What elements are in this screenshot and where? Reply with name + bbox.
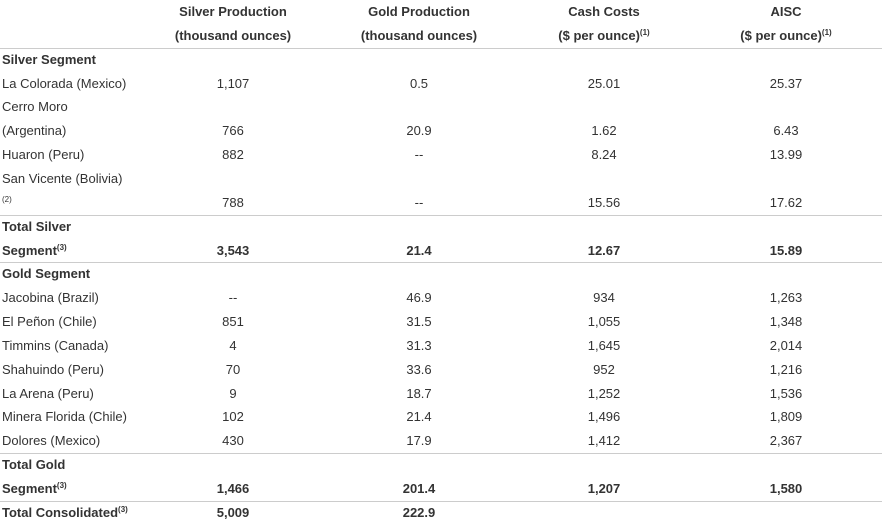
row-divider	[0, 500, 882, 502]
cell-value: 33.6	[406, 361, 432, 377]
cell-value: 1,466	[216, 481, 250, 496]
cell-value: 1,207	[587, 481, 621, 496]
row-divider	[0, 453, 882, 455]
row-divider	[0, 47, 882, 49]
footnote-ref: (1)	[821, 27, 832, 37]
row-label: (2)	[2, 195, 12, 211]
cell-value: 31.3	[406, 337, 432, 353]
cell-value: 1,412	[587, 433, 621, 449]
cell-value: 201.4	[402, 481, 436, 496]
cell-value: 20.9	[406, 123, 432, 139]
cell-value: 1,348	[769, 314, 803, 330]
cell-value: 0.5	[409, 75, 429, 91]
cell-value: 18.7	[406, 385, 432, 401]
column-header: AISC	[770, 4, 802, 19]
cell-value: 2,014	[769, 337, 803, 353]
footnote-ref: (1)	[639, 27, 650, 37]
cell-value: 46.9	[406, 290, 432, 306]
row-label: Segment(3)	[2, 481, 67, 497]
cell-value: 1,055	[587, 314, 621, 330]
column-header-unit: ($ per ounce)(1)	[558, 28, 649, 44]
label-text: Segment	[2, 242, 57, 258]
column-header-unit: ($ per ounce)(1)	[740, 28, 831, 44]
cell-value: 25.01	[587, 75, 621, 91]
cell-value: 8.24	[591, 147, 617, 163]
column-header: Cash Costs	[568, 4, 640, 19]
row-label: Minera Florida (Chile)	[2, 409, 127, 425]
cell-value: 2,367	[769, 433, 803, 449]
cell-value: 5,009	[216, 504, 250, 520]
row-label: Shahuindo (Peru)	[2, 361, 104, 377]
label-text: Segment	[2, 481, 57, 496]
cell-value: 1,809	[769, 409, 803, 425]
cell-value: 766	[222, 123, 244, 139]
cell-value: 1,107	[216, 75, 250, 91]
cell-value: 25.37	[769, 75, 803, 91]
cell-value: 12.67	[587, 242, 621, 258]
cell-value: 3,543	[216, 242, 250, 258]
footnote-ref: (3)	[56, 242, 67, 252]
row-label: Dolores (Mexico)	[2, 433, 101, 449]
column-header: Gold Production	[368, 4, 470, 19]
cell-value: 21.4	[406, 242, 432, 258]
cell-value: 13.99	[769, 147, 803, 163]
cell-value: 1,496	[587, 409, 621, 425]
row-label: Segment(3)	[2, 243, 67, 259]
cell-value: 1,252	[587, 385, 621, 401]
cell-value: 4	[229, 337, 237, 353]
cell-value: 1,645	[587, 337, 621, 353]
cell-value: 1.62	[591, 123, 617, 139]
cell-value: 15.89	[769, 242, 803, 258]
column-header-unit: (thousand ounces)	[360, 27, 478, 43]
label-text: Total Consolidated	[2, 504, 119, 520]
cell-value: 31.5	[406, 314, 432, 330]
row-label: Total Gold	[2, 457, 66, 473]
unit-text: ($ per ounce)	[558, 27, 640, 43]
row-label: Cerro Moro	[2, 99, 68, 115]
cell-value: 934	[593, 290, 615, 306]
cell-value: 882	[222, 147, 244, 163]
row-label: Huaron (Peru)	[2, 147, 85, 163]
cell-value: 1,536	[769, 385, 803, 401]
column-header-unit: (thousand ounces)	[174, 27, 292, 43]
cell-value: 1,263	[769, 290, 803, 306]
cell-value: 15.56	[587, 194, 621, 210]
row-label: (Argentina)	[2, 123, 67, 139]
cell-value: 70	[225, 361, 241, 377]
row-label: Jacobina (Brazil)	[2, 290, 99, 306]
column-header: Silver Production	[179, 4, 287, 19]
cell-value: --	[414, 147, 424, 163]
footnote-ref: (3)	[56, 481, 67, 490]
cell-value: 788	[222, 194, 244, 210]
row-label: La Colorada (Mexico)	[2, 75, 127, 91]
row-label: Total Silver	[2, 218, 72, 234]
cell-value: 6.43	[773, 123, 799, 139]
unit-text: ($ per ounce)	[740, 27, 822, 43]
row-divider	[0, 214, 882, 216]
row-label: El Peñon (Chile)	[2, 314, 97, 330]
cell-value: 952	[593, 361, 615, 377]
row-label: La Arena (Peru)	[2, 385, 94, 401]
row-label: San Vicente (Bolivia)	[2, 170, 123, 186]
cell-value: 102	[222, 409, 244, 425]
footnote-ref: (2)	[2, 194, 12, 204]
cell-value: 17.9	[406, 433, 432, 449]
cell-value: --	[414, 194, 424, 210]
row-label: Timmins (Canada)	[2, 337, 109, 353]
cell-value: 222.9	[402, 504, 436, 520]
cell-value: 1,216	[769, 361, 803, 377]
cell-value: 21.4	[406, 409, 432, 425]
cell-value: 430	[222, 433, 244, 449]
section-heading: Gold Segment	[2, 266, 91, 282]
footnote-ref: (3)	[118, 504, 128, 514]
row-label: Total Consolidated(3)	[2, 505, 128, 521]
cell-value: 1,580	[769, 481, 803, 496]
cell-value: --	[228, 290, 238, 306]
cell-value: 9	[229, 385, 237, 401]
section-heading: Silver Segment	[2, 51, 96, 67]
cell-value: 851	[222, 314, 244, 330]
cell-value: 17.62	[769, 194, 803, 210]
row-divider	[0, 262, 882, 264]
